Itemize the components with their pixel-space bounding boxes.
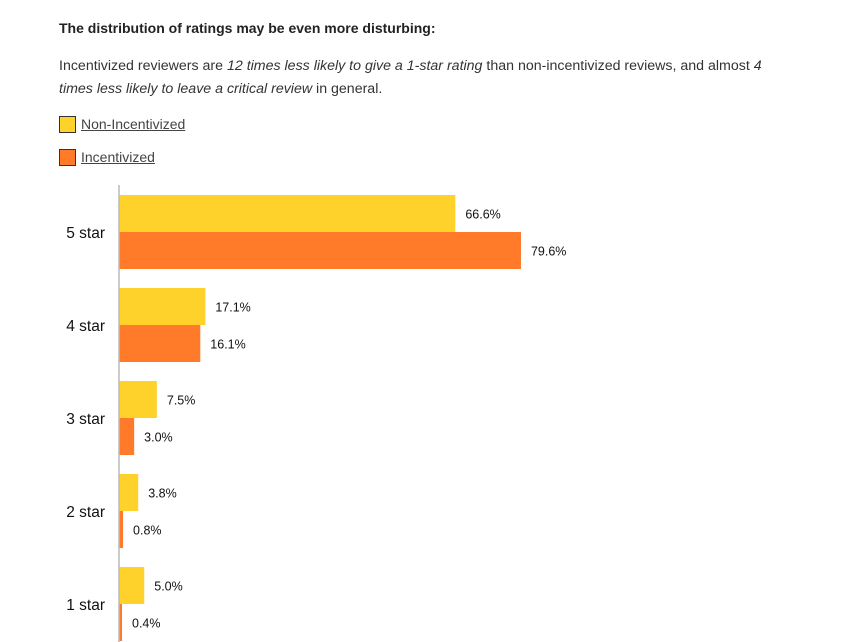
category-label-1-star: 1 star [66,597,105,614]
intro-text-2: than non-incentivized reviews, and almos… [482,58,754,74]
legend-swatch-incentivized [59,148,76,166]
bar-5-star-non-incentivized [119,195,456,232]
legend-label-incentivized[interactable]: Incentivized [81,149,155,165]
bar-2-star-incentivized [119,511,124,548]
legend-swatch-non-incentivized [59,115,76,133]
value-label-1-star-non-incentivized: 5.0% [154,580,183,594]
legend-label-non-incentivized[interactable]: Non-Incentivized [81,116,186,132]
page-heading: The distribution of ratings may be even … [59,20,436,36]
intro-paragraph: Incentivized reviewers are 12 times less… [59,55,799,101]
value-label-2-star-non-incentivized: 3.8% [148,487,177,501]
intro-emphasis-1: 12 times less likely to give a 1-star ra… [226,58,483,74]
legend-item-non-incentivized[interactable]: Non-Incentivized [59,114,185,134]
value-label-5-star-non-incentivized: 66.6% [465,208,500,222]
value-label-4-star-incentivized: 16.1% [210,338,245,352]
legend-item-incentivized[interactable]: Incentivized [59,147,155,167]
bar-3-star-incentivized [119,418,135,455]
value-label-4-star-non-incentivized: 17.1% [215,301,250,315]
bar-4-star-non-incentivized [119,288,206,325]
value-label-3-star-non-incentivized: 7.5% [167,394,196,408]
bar-1-star-incentivized [119,604,122,641]
category-label-5-star: 5 star [66,225,105,242]
bar-4-star-incentivized [119,325,201,362]
bar-5-star-incentivized [119,232,521,269]
value-label-5-star-incentivized: 79.6% [531,245,566,259]
bar-3-star-non-incentivized [119,381,157,418]
bar-1-star-non-incentivized [119,567,145,604]
intro-emphasis-2: 4 times less likely to leave a critical … [59,58,762,97]
category-label-3-star: 3 star [66,411,105,428]
value-label-3-star-incentivized: 3.0% [144,431,173,445]
bar-2-star-non-incentivized [119,474,139,511]
category-label-4-star: 4 star [66,318,105,335]
value-label-1-star-incentivized: 0.4% [132,617,161,631]
value-label-2-star-incentivized: 0.8% [133,524,162,538]
category-label-2-star: 2 star [66,504,105,521]
intro-text-3: in general. [312,81,383,97]
intro-text-1: Incentivized reviewers are [59,58,227,74]
